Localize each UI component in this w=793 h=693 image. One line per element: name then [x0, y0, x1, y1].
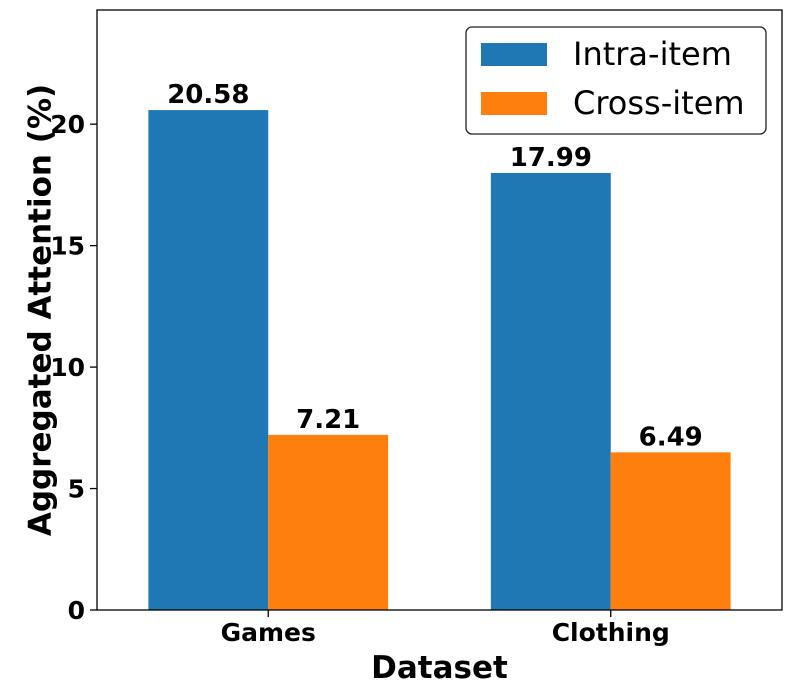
legend-label-intra-item: Intra-item	[573, 35, 732, 73]
data-labels-group: 20.58 17.99 7.21 6.49	[167, 80, 703, 452]
plot-area-frame	[96, 9, 783, 611]
data-label: 20.58	[167, 80, 249, 110]
x-tick-label: Games	[221, 618, 316, 647]
bar-intra-item-clothing	[490, 172, 611, 610]
y-axis-title: Aggregated Attention (%)	[23, 84, 59, 536]
data-label: 6.49	[639, 422, 703, 452]
bars-group	[148, 110, 731, 611]
data-label: 7.21	[296, 405, 360, 435]
x-axis: Games Clothing	[221, 610, 670, 647]
legend-swatch-intra-item	[481, 43, 547, 66]
y-axis: 0 5 10 15 20	[50, 110, 97, 625]
bar-cross-item-clothing	[610, 452, 731, 610]
x-tick-label: Clothing	[552, 618, 670, 647]
y-tick-label: 20	[50, 110, 85, 139]
y-tick-label: 10	[50, 353, 85, 382]
y-tick-label: 5	[68, 475, 85, 504]
legend-label-cross-item: Cross-item	[573, 84, 745, 122]
legend-swatch-cross-item	[481, 92, 547, 115]
bar-cross-item-games	[268, 434, 389, 610]
legend: Intra-item Cross-item	[465, 26, 767, 135]
y-tick-label: 0	[68, 596, 85, 625]
x-axis-title: Dataset	[371, 650, 508, 686]
y-tick-label: 15	[50, 232, 85, 261]
bar-intra-item-games	[148, 110, 269, 611]
data-label: 17.99	[510, 143, 592, 173]
